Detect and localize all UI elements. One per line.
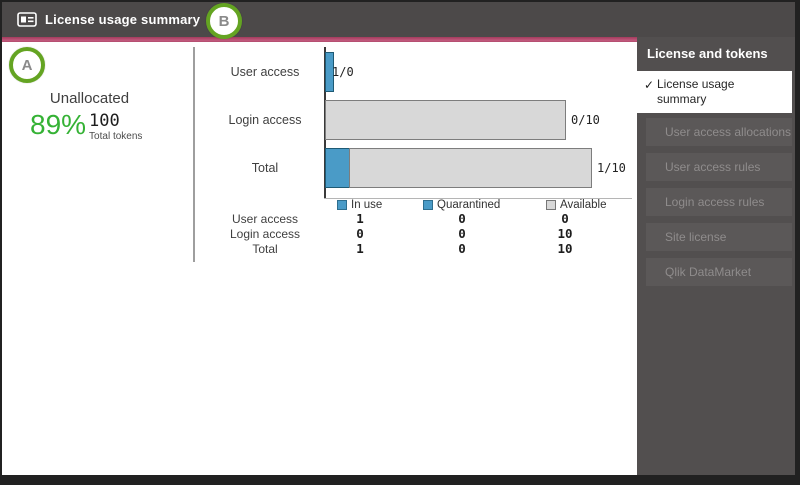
- bar-segment-in-use: [325, 148, 350, 188]
- table-row-label: Total: [252, 242, 278, 256]
- bar-login-access: [325, 100, 566, 140]
- annotation-circle-b: B: [206, 3, 242, 39]
- bar-value-user-access: 1/0: [332, 65, 354, 79]
- legend-available-label: Available: [560, 199, 607, 211]
- sidebar-title: License and tokens: [647, 46, 768, 61]
- unallocated-label: Unallocated: [49, 90, 130, 107]
- bar-value-login-access: 0/10: [571, 113, 600, 127]
- sidebar-item-label: License usage summary: [657, 77, 735, 106]
- table-value: 0: [356, 226, 364, 241]
- available-swatch-icon: [546, 200, 556, 210]
- chart-category-login-access: Login access: [228, 113, 302, 127]
- accent-line: [2, 37, 637, 42]
- table-value: 0: [458, 241, 466, 256]
- sidebar-item-label: Login access rules: [665, 195, 765, 209]
- unallocated-percent: 89%: [30, 109, 87, 140]
- sidebar-item-label: User access rules: [665, 160, 761, 174]
- sidebar-item-user-access-allocations[interactable]: User access allocations: [646, 118, 792, 146]
- legend-available: Available: [546, 199, 606, 211]
- table-value: 0: [561, 211, 569, 226]
- chart-category-user-access: User access: [230, 65, 300, 79]
- page-header: License usage summary: [2, 2, 795, 37]
- bar-user-access: [325, 52, 334, 92]
- annotation-b-label: B: [218, 12, 230, 30]
- qmc-app: License usage summary A B Unallocated 89…: [2, 2, 795, 475]
- table-row-label: User access: [231, 212, 299, 226]
- sidebar-item-label: Site license: [665, 230, 727, 244]
- quarantined-swatch-icon: [423, 200, 433, 210]
- table-value: 1: [356, 211, 364, 226]
- sidebar-item-label: Qlik DataMarket: [665, 265, 752, 279]
- chart-x-axis: [324, 198, 632, 199]
- bar-total: [325, 148, 592, 188]
- bar-segment-available: [349, 148, 592, 188]
- annotation-circle-a: A: [9, 47, 45, 83]
- table-value: 0: [458, 211, 466, 226]
- total-tokens-label: Total tokens: [89, 131, 143, 142]
- sidebar-item-label: User access allocations: [665, 125, 792, 139]
- sidebar-item-qlik-datamarket[interactable]: Qlik DataMarket: [646, 258, 792, 286]
- main-content: A B Unallocated 89% 100 Total tokens Use…: [2, 3, 637, 475]
- total-tokens-value: 100: [89, 111, 120, 131]
- in-use-swatch-icon: [337, 200, 347, 210]
- chart-category-total: Total: [251, 161, 279, 175]
- token-summary: 89% 100 Total tokens: [30, 109, 143, 143]
- license-card-icon: [17, 12, 37, 27]
- annotation-a-label: A: [21, 56, 33, 74]
- sidebar-item-user-access-rules[interactable]: User access rules: [646, 153, 792, 181]
- table-row-label: Login access: [229, 227, 301, 241]
- bar-segment-available: [325, 100, 566, 140]
- legend-in-use-label: In use: [351, 199, 383, 211]
- page-title: License usage summary: [45, 12, 201, 27]
- sidebar-item-login-access-rules[interactable]: Login access rules: [646, 188, 792, 216]
- legend-quarantined-label: Quarantined: [437, 199, 501, 211]
- check-icon: ✓: [644, 78, 655, 92]
- sidebar-license-and-tokens: License and tokens ✓ License usage summa…: [637, 37, 795, 475]
- sidebar-item-site-license[interactable]: Site license: [646, 223, 792, 251]
- legend-quarantined: Quarantined: [423, 199, 500, 211]
- bar-segment-in-use: [325, 52, 334, 92]
- bar-value-total: 1/10: [597, 161, 626, 175]
- sidebar-item-license-usage-summary[interactable]: ✓ License usage summary: [637, 71, 792, 113]
- legend-in-use: In use: [337, 199, 382, 211]
- table-value: 0: [458, 226, 466, 241]
- table-value: 10: [557, 226, 573, 241]
- panel-divider: [193, 47, 195, 262]
- table-value: 1: [356, 241, 364, 256]
- table-value: 10: [557, 241, 573, 256]
